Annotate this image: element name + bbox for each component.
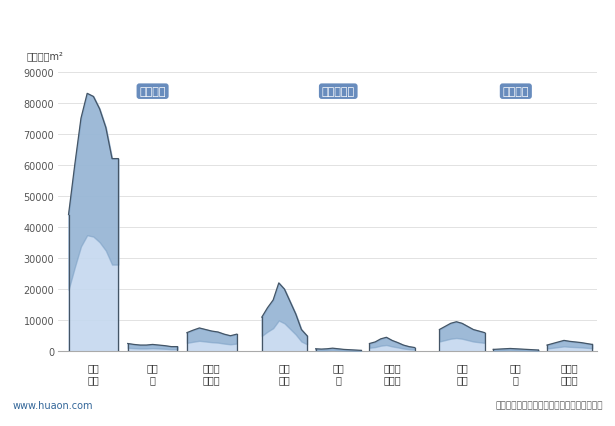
Text: 办公
楼: 办公 楼 (510, 363, 522, 384)
Text: 办公
楼: 办公 楼 (147, 363, 159, 384)
Text: 办公
楼: 办公 楼 (332, 363, 344, 384)
Text: 商品
住宅: 商品 住宅 (456, 363, 468, 384)
Text: 专业严谨●客观科学: 专业严谨●客观科学 (544, 11, 603, 21)
Text: www.huaon.com: www.huaon.com (12, 400, 93, 410)
Text: 商业营
业用房: 商业营 业用房 (561, 363, 579, 384)
Text: 商业营
业用房: 商业营 业用房 (383, 363, 401, 384)
Text: 商业营
业用房: 商业营 业用房 (203, 363, 221, 384)
Text: 新开工面积: 新开工面积 (322, 87, 355, 97)
Text: 华经情报网: 华经情报网 (28, 11, 61, 21)
Text: 数据来源：国家统计局，华经产业研究院整理: 数据来源：国家统计局，华经产业研究院整理 (495, 400, 603, 409)
Text: 2016-2024年1-10月山东省房地产施工面积情况: 2016-2024年1-10月山东省房地产施工面积情况 (172, 43, 443, 58)
Text: 竣工面积: 竣工面积 (502, 87, 529, 97)
FancyBboxPatch shape (3, 5, 25, 27)
Text: 施工面积: 施工面积 (140, 87, 166, 97)
Text: 单位：万m²: 单位：万m² (26, 51, 63, 61)
Text: 商品
住宅: 商品 住宅 (279, 363, 290, 384)
Text: 商品
住宅: 商品 住宅 (87, 363, 99, 384)
